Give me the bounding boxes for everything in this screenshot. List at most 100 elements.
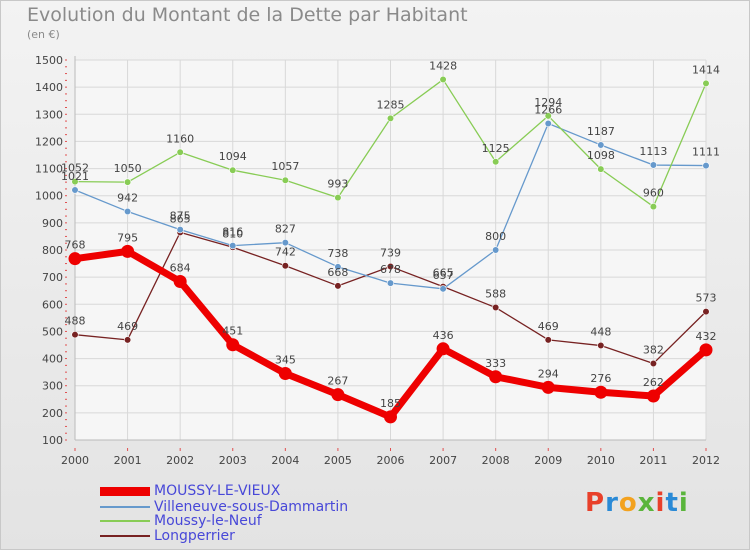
legend-label: Moussy-le-Neuf — [154, 513, 262, 529]
legend-label: MOUSSY-LE-VIEUX — [154, 483, 281, 499]
y-tick-label: 1200 — [35, 135, 63, 148]
data-label: 865 — [170, 212, 191, 225]
data-point — [121, 244, 135, 258]
data-point — [386, 262, 395, 271]
legend-item-moussy-le-vieux[interactable]: MOUSSY-LE-VIEUX — [100, 483, 281, 499]
data-label: 738 — [327, 247, 348, 260]
data-label: 1050 — [114, 162, 142, 175]
data-label: 810 — [222, 227, 243, 240]
data-labels: 768 795 684 451 345 267 185 436 333 294 276 262 432 1… — [61, 60, 720, 410]
x-tick-label: 2005 — [324, 454, 352, 467]
data-label: 1414 — [692, 63, 720, 76]
x-tick-label: 2007 — [429, 454, 457, 467]
data-point — [123, 207, 132, 216]
data-point — [489, 370, 503, 384]
data-point — [594, 385, 608, 399]
data-point — [702, 79, 710, 87]
y-tick-label: 1500 — [35, 54, 63, 67]
data-label: 816 — [222, 226, 243, 239]
data-label: 993 — [327, 178, 348, 191]
data-label: 942 — [117, 191, 138, 204]
data-label: 573 — [696, 292, 717, 305]
data-label: 185 — [380, 397, 401, 410]
data-point — [646, 389, 660, 403]
data-point — [71, 186, 79, 194]
data-point — [71, 331, 79, 339]
data-label: 668 — [327, 266, 348, 279]
data-label: 294 — [538, 367, 559, 380]
data-label: 1094 — [219, 150, 247, 163]
data-label: 1057 — [271, 160, 299, 173]
data-point — [649, 202, 658, 211]
data-point — [229, 166, 237, 174]
legend-swatch — [100, 535, 150, 537]
data-point — [278, 367, 292, 380]
data-label: 657 — [433, 269, 454, 282]
data-label: 1111 — [692, 146, 720, 159]
data-label: 451 — [222, 325, 243, 338]
data-label: 262 — [643, 376, 664, 389]
data-point — [173, 274, 187, 288]
data-label: 469 — [538, 320, 559, 333]
x-tick-label: 2010 — [587, 454, 615, 467]
y-tick-label: 600 — [42, 298, 63, 311]
data-label: 1021 — [61, 170, 89, 183]
legend-swatch — [100, 486, 150, 496]
data-point — [384, 410, 397, 424]
legend-item-moussy-le-neuf[interactable]: Moussy-le-Neuf — [100, 513, 262, 529]
data-point — [544, 112, 552, 120]
y-tick-label: 800 — [42, 244, 63, 257]
logo-letter: o — [618, 488, 638, 518]
data-label: 588 — [485, 288, 506, 301]
logo-letter: P — [585, 488, 606, 518]
data-label: 276 — [590, 372, 611, 385]
data-point — [281, 262, 289, 270]
logo-letter: x — [637, 488, 656, 518]
legend-item-villeneuve-sous-dammartin[interactable]: Villeneuve-sous-Dammartin — [100, 499, 349, 515]
data-point — [597, 141, 605, 149]
x-tick-label: 2009 — [534, 454, 562, 467]
data-point — [702, 308, 710, 316]
data-point — [123, 336, 132, 344]
legend-item-longperrier[interactable]: Longperrier — [100, 528, 235, 544]
data-point — [176, 226, 184, 234]
data-label: 1285 — [377, 98, 405, 111]
x-tick-label: 2011 — [639, 454, 667, 467]
x-tick-label: 2003 — [219, 454, 247, 467]
chart-title: Evolution du Montant de la Dette par Hab… — [27, 4, 468, 26]
chart-subtitle: (en €) — [27, 28, 60, 41]
proxiti-logo: Proxiti — [585, 488, 689, 518]
y-tick-label: 1000 — [35, 190, 63, 203]
data-point — [386, 279, 395, 287]
data-point — [123, 178, 132, 186]
data-point — [439, 75, 447, 84]
x-tick-label: 2006 — [377, 454, 405, 467]
series-layer — [68, 75, 713, 424]
data-point — [649, 359, 658, 368]
data-label: 1160 — [166, 132, 194, 145]
logo-letter: t — [665, 488, 679, 518]
data-point — [702, 161, 710, 170]
data-label: 1294 — [534, 96, 562, 109]
x-tick-label: 2004 — [271, 454, 299, 467]
data-point — [229, 242, 237, 250]
x-axis: 2000 2001 2002 2003 2004 2005 2006 2007 2008 2009… — [61, 439, 720, 467]
data-label: 684 — [170, 261, 191, 274]
data-label: 267 — [327, 375, 348, 388]
data-point — [492, 158, 500, 166]
data-label: 448 — [590, 326, 611, 339]
data-point — [439, 285, 447, 293]
data-label: 345 — [275, 354, 296, 367]
legend-label: Longperrier — [154, 528, 235, 544]
y-axis: 100 200 300 400 500 600 700 800 900 1000 1100 1200 1… — [35, 54, 76, 447]
data-point — [492, 303, 500, 312]
x-tick-label: 2012 — [692, 454, 720, 467]
legend-label: Villeneuve-sous-Dammartin — [154, 499, 349, 515]
data-label: 1098 — [587, 149, 615, 162]
x-tick-label: 2000 — [61, 454, 89, 467]
data-point — [176, 148, 184, 156]
y-tick-label: 500 — [42, 325, 63, 338]
data-label: 800 — [485, 230, 506, 243]
y-tick-label: 100 — [42, 434, 63, 447]
